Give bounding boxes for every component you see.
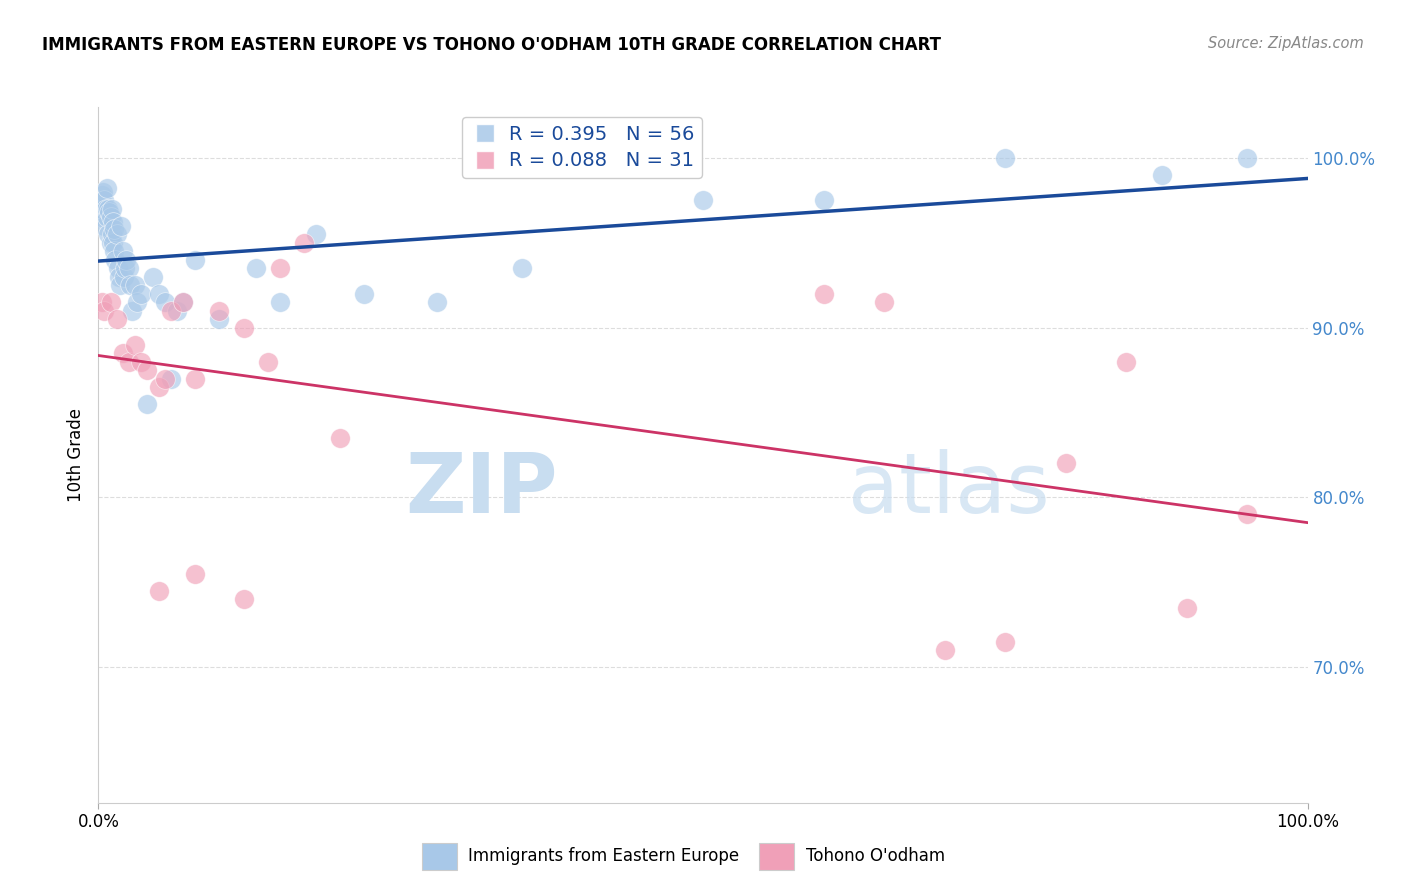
Point — [142, 269, 165, 284]
Point — [104, 252, 127, 267]
Point — [129, 354, 152, 368]
Point — [510, 261, 533, 276]
Point — [100, 235, 122, 250]
Legend: R = 0.395   N = 56, R = 0.088   N = 31: R = 0.395 N = 56, R = 0.088 N = 31 — [463, 117, 702, 178]
Point — [269, 295, 291, 310]
Text: Tohono O'odham: Tohono O'odham — [806, 847, 945, 865]
Point — [111, 244, 134, 259]
Point — [97, 227, 120, 242]
Point — [135, 397, 157, 411]
Point — [111, 346, 134, 360]
Point — [256, 354, 278, 368]
Point — [994, 634, 1017, 648]
Point — [91, 295, 114, 310]
Point — [100, 227, 122, 242]
Point — [101, 235, 124, 250]
Point — [118, 261, 141, 276]
Point — [1236, 508, 1258, 522]
Point — [1175, 600, 1198, 615]
Point — [245, 261, 267, 276]
Point — [93, 219, 115, 233]
Point — [1115, 354, 1137, 368]
Point — [292, 235, 315, 250]
Point — [103, 222, 125, 236]
Point — [148, 583, 170, 598]
Text: ZIP: ZIP — [405, 450, 558, 530]
Point — [124, 337, 146, 351]
Point — [96, 181, 118, 195]
Point — [115, 252, 138, 267]
Point — [305, 227, 328, 242]
Point — [127, 295, 149, 310]
Point — [91, 188, 114, 202]
Point — [148, 286, 170, 301]
Point — [184, 252, 207, 267]
Point — [148, 380, 170, 394]
Point — [93, 194, 115, 208]
Point — [93, 303, 115, 318]
Point — [112, 269, 135, 284]
Point — [153, 371, 176, 385]
Point — [105, 227, 128, 242]
Point — [91, 185, 114, 199]
Point — [97, 202, 120, 216]
Point — [692, 194, 714, 208]
Point — [208, 303, 231, 318]
Point — [98, 205, 121, 219]
Point — [160, 303, 183, 318]
Point — [269, 261, 291, 276]
Point — [353, 286, 375, 301]
Point — [94, 202, 117, 216]
Point — [172, 295, 194, 310]
Point — [813, 286, 835, 301]
Point — [934, 643, 956, 657]
Point — [135, 363, 157, 377]
Point — [90, 211, 112, 225]
Point — [232, 592, 254, 607]
Point — [107, 261, 129, 276]
Point — [172, 295, 194, 310]
Point — [100, 211, 122, 225]
Text: IMMIGRANTS FROM EASTERN EUROPE VS TOHONO O'ODHAM 10TH GRADE CORRELATION CHART: IMMIGRANTS FROM EASTERN EUROPE VS TOHONO… — [42, 36, 941, 54]
Point — [208, 312, 231, 326]
Point — [1152, 168, 1174, 182]
Point — [232, 320, 254, 334]
Point — [329, 431, 352, 445]
Point — [108, 278, 131, 293]
Point — [129, 286, 152, 301]
Point — [1236, 151, 1258, 165]
Point — [184, 371, 207, 385]
Point — [118, 354, 141, 368]
Point — [994, 151, 1017, 165]
Point — [124, 278, 146, 293]
Text: Source: ZipAtlas.com: Source: ZipAtlas.com — [1208, 36, 1364, 51]
Point — [160, 371, 183, 385]
Point — [100, 202, 122, 216]
Y-axis label: 10th Grade: 10th Grade — [66, 408, 84, 502]
Point — [166, 303, 188, 318]
Point — [91, 202, 114, 216]
Point — [105, 312, 128, 326]
Point — [108, 269, 131, 284]
Text: atlas: atlas — [848, 450, 1050, 530]
Point — [118, 278, 141, 293]
Point — [114, 261, 136, 276]
Point — [153, 295, 176, 310]
Point — [184, 566, 207, 581]
Point — [1054, 457, 1077, 471]
Point — [103, 244, 125, 259]
Point — [873, 295, 896, 310]
Point — [96, 211, 118, 225]
Point — [813, 194, 835, 208]
Point — [110, 219, 132, 233]
Point — [121, 303, 143, 318]
Point — [426, 295, 449, 310]
Text: Immigrants from Eastern Europe: Immigrants from Eastern Europe — [468, 847, 740, 865]
Point — [101, 215, 124, 229]
Point — [100, 295, 122, 310]
